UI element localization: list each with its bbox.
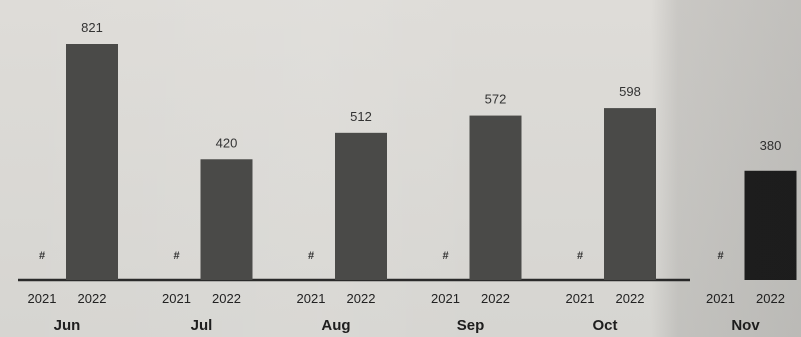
bar-2022 xyxy=(744,170,797,280)
month-label: Nov xyxy=(731,317,760,334)
year-label-2021: 2021 xyxy=(162,291,191,306)
month-label: Aug xyxy=(321,317,350,334)
year-label-2021: 2021 xyxy=(297,291,326,306)
month-label: Jun xyxy=(54,317,81,334)
value-label: 512 xyxy=(350,109,372,124)
year-label-2021: 2021 xyxy=(706,291,735,306)
bar-2022 xyxy=(469,115,522,280)
bar-2021-marker: # xyxy=(717,250,723,262)
value-label: 420 xyxy=(216,135,238,150)
year-label-2022: 2022 xyxy=(481,291,510,306)
bar-2021-marker: # xyxy=(39,250,45,262)
bar-2022 xyxy=(200,159,253,280)
value-label: 821 xyxy=(81,20,103,35)
bar-2021-marker: # xyxy=(173,250,179,262)
bar-2021-marker: # xyxy=(442,250,448,262)
bar-2021-marker: # xyxy=(577,250,583,262)
bar-2022 xyxy=(335,132,387,280)
bar-2021-marker: # xyxy=(308,250,314,262)
month-label: Oct xyxy=(592,317,617,334)
year-label-2022: 2022 xyxy=(616,291,645,306)
month-label: Jul xyxy=(191,317,213,334)
month-label: Sep xyxy=(457,317,485,334)
year-label-2022: 2022 xyxy=(212,291,241,306)
bar-2022 xyxy=(66,44,118,280)
year-label-2021: 2021 xyxy=(28,291,57,306)
year-label-2021: 2021 xyxy=(566,291,595,306)
value-label: 380 xyxy=(760,138,782,153)
year-label-2022: 2022 xyxy=(347,291,376,306)
year-label-2021: 2021 xyxy=(431,291,460,306)
value-label: 598 xyxy=(619,84,641,99)
year-label-2022: 2022 xyxy=(756,291,785,306)
year-label-2022: 2022 xyxy=(78,291,107,306)
bar-2022 xyxy=(604,108,656,280)
value-label: 572 xyxy=(485,92,507,107)
